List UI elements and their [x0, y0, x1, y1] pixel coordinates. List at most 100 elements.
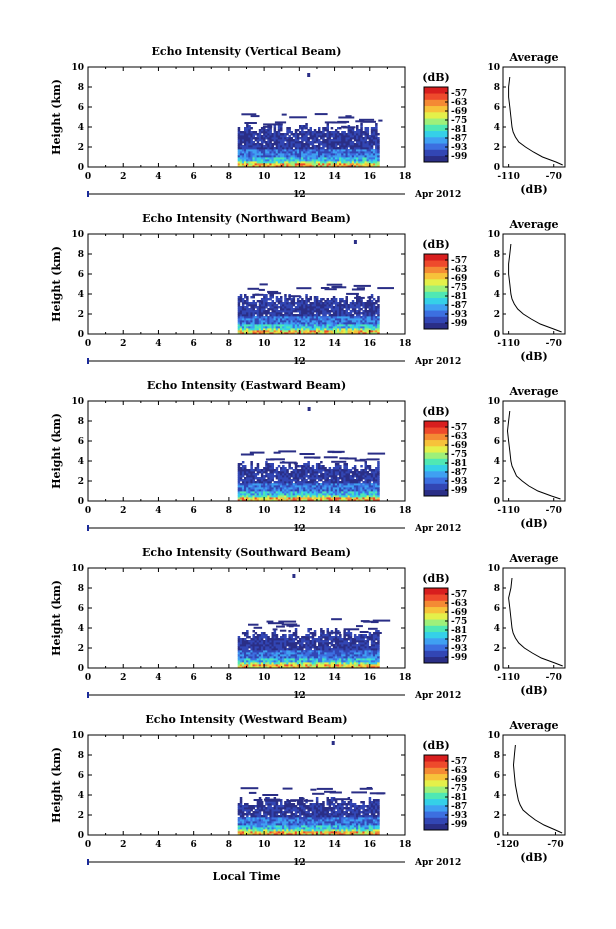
- echo-cell: [263, 135, 266, 138]
- echo-cell: [296, 322, 300, 325]
- echo-cell: [256, 316, 260, 319]
- echo-cell: [372, 159, 376, 162]
- echo-cell: [366, 310, 370, 313]
- echo-cell: [256, 642, 260, 645]
- echo-cell: [343, 312, 346, 315]
- echo-cell: [265, 318, 268, 321]
- echo-cell: [286, 308, 289, 311]
- echo-cell: [326, 628, 329, 631]
- echo-cell: [296, 489, 300, 492]
- echo-cell: [311, 483, 315, 486]
- echo-cell: [343, 483, 346, 486]
- echo-cell: [246, 495, 249, 498]
- echo-cell: [364, 159, 367, 162]
- echo-cell: [237, 127, 241, 130]
- echo-cell: [349, 658, 353, 661]
- echo-cell: [364, 304, 367, 307]
- echo-cell: [275, 304, 279, 307]
- echo-cell: [366, 320, 370, 323]
- echo-cell: [280, 326, 283, 329]
- echo-cell: [360, 143, 363, 146]
- echo-cell: [239, 139, 243, 142]
- echo-cell: [244, 143, 247, 146]
- echo-cell: [282, 634, 285, 637]
- echo-cell: [239, 312, 243, 315]
- echo-cell: [269, 493, 272, 496]
- echo-cell: [358, 155, 361, 158]
- echo-cell: [250, 499, 253, 502]
- echo-cell: [318, 491, 321, 494]
- echo-cell: [273, 481, 277, 484]
- echo-cell: [343, 467, 346, 470]
- echo-cell: [341, 477, 344, 480]
- x-tick-label: 16: [364, 172, 377, 182]
- echo-cell: [322, 145, 325, 148]
- echo-cell: [362, 638, 365, 641]
- echo-cell: [328, 450, 345, 453]
- echo-cell: [364, 320, 367, 323]
- echo-cell: [246, 296, 249, 299]
- echo-cell: [353, 646, 357, 649]
- echo-cell: [315, 296, 319, 299]
- echo-cell: [260, 485, 264, 488]
- echo-cell: [370, 296, 374, 299]
- x-tick-label: 8: [226, 172, 232, 182]
- echo-cell: [370, 153, 374, 156]
- echo-cell: [341, 318, 344, 321]
- echo-cell: [273, 328, 277, 331]
- echo-cell: [313, 165, 317, 168]
- echo-cell: [267, 328, 270, 331]
- echo-cell: [315, 648, 319, 651]
- echo-cell: [258, 165, 262, 168]
- echo-heatmap: [237, 73, 383, 168]
- echo-cell: [339, 499, 342, 502]
- echo-cell: [258, 634, 262, 637]
- echo-cell: [341, 312, 344, 315]
- echo-cell: [244, 499, 247, 502]
- echo-cell: [311, 306, 315, 309]
- echo-cell: [296, 141, 300, 144]
- echo-cell: [280, 481, 283, 484]
- echo-cell: [345, 662, 348, 665]
- echo-cell: [364, 165, 367, 168]
- echo-cell: [315, 308, 319, 311]
- echo-cell: [277, 322, 281, 325]
- echo-cell: [303, 330, 306, 333]
- echo-cell: [337, 318, 340, 321]
- echo-cell: [328, 161, 332, 164]
- echo-cell: [244, 139, 247, 142]
- echo-cell: [364, 310, 367, 313]
- echo-cell: [375, 479, 378, 482]
- echo-cell: [263, 151, 266, 154]
- echo-cell: [271, 642, 274, 645]
- echo-cell: [299, 151, 302, 154]
- echo-cell: [309, 487, 312, 490]
- echo-cell: [358, 473, 361, 476]
- echo-cell: [343, 324, 346, 327]
- echo-cell: [258, 481, 262, 484]
- echo-cell: [277, 125, 281, 128]
- echo-cell: [322, 487, 325, 490]
- echo-cell: [282, 642, 285, 645]
- echo-cell: [277, 159, 281, 162]
- echo-cell: [347, 163, 351, 166]
- echo-cell: [282, 326, 285, 329]
- echo-cell: [254, 666, 258, 669]
- echo-cell: [307, 308, 310, 311]
- echo-cell: [328, 145, 332, 148]
- echo-cell: [313, 151, 317, 154]
- echo-cell: [343, 149, 346, 152]
- echo-cell: [301, 324, 304, 327]
- echo-cell: [326, 300, 329, 303]
- echo-cell: [292, 644, 296, 647]
- echo-cell: [275, 296, 279, 299]
- echo-cell: [275, 491, 279, 494]
- echo-cell: [343, 328, 346, 331]
- echo-cell: [326, 283, 343, 286]
- echo-cell: [334, 463, 338, 466]
- echo-cell: [368, 481, 372, 484]
- echo-cell: [254, 151, 258, 154]
- echo-cell: [290, 495, 293, 498]
- echo-cell: [309, 147, 312, 150]
- echo-cell: [358, 638, 361, 641]
